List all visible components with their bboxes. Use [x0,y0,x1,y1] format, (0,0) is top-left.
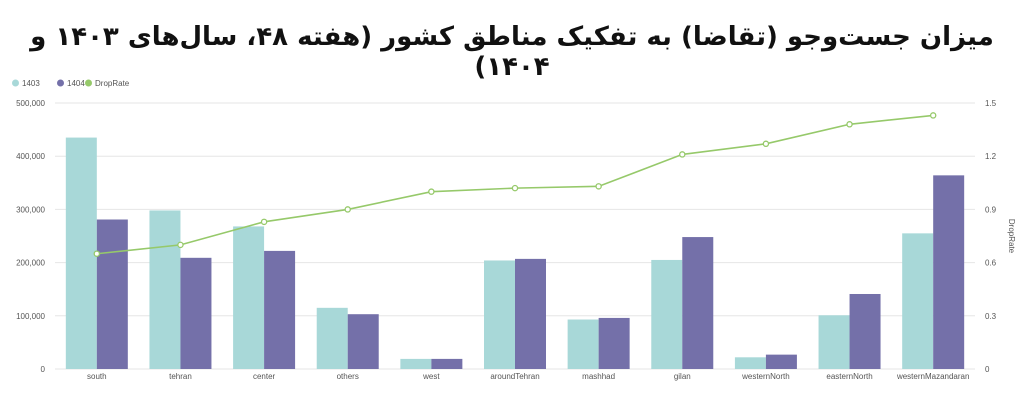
x-tick-label: westernNorth [741,372,790,381]
y-left-tick-label: 200,000 [16,259,45,268]
legend-label-1404: 1404 [67,79,85,88]
bar-1403-others [316,307,348,369]
x-tick-label: westernMazandaran [896,372,969,381]
y-right-tick-label: 0 [985,365,990,374]
y-right-tick-label: 0.9 [985,205,997,214]
y-left-tick-label: 400,000 [16,152,45,161]
point-DropRate-gilan [679,151,686,158]
line-DropRate [96,114,934,255]
bar-1403-westernNorth [734,357,766,369]
bar-1403-west [400,358,432,369]
bar-1404-west [431,358,463,369]
y-left-tick-label: 100,000 [16,312,45,321]
bar-1403-tehran [149,210,181,369]
bar-1403-south [65,137,97,369]
x-tick-label: aroundTehran [490,372,539,381]
point-DropRate-westernMazandaran [929,112,937,119]
bar-1404-westernMazandaran [933,175,965,369]
x-tick-label: south [87,372,107,381]
y-right-axis-title: DropRate [1007,219,1016,254]
bar-1403-westernMazandaran [902,233,934,369]
legend-label-1403: 1403 [22,79,40,88]
point-DropRate-others [344,206,351,213]
legend-label-DropRate: DropRate [95,79,130,88]
bar-1403-aroundTehran [484,260,515,369]
x-tick-label: mashhad [582,372,615,381]
y-right-tick-label: 0.6 [985,259,997,268]
point-DropRate-westernNorth [762,140,770,148]
bar-1404-others [347,314,379,369]
bar-1404-westernNorth [765,354,797,369]
bar-1404-gilan [682,237,714,369]
bar-1404-tehran [180,257,212,369]
legend-swatch-1403 [12,79,19,87]
bar-1403-easternNorth [818,315,850,369]
y-left-tick-label: 300,000 [16,205,45,214]
point-DropRate-easternNorth [846,121,853,128]
x-tick-label: easternNorth [826,372,872,381]
x-tick-label: west [422,372,440,381]
bar-1403-mashhad [567,319,599,369]
y-left-tick-label: 0 [41,365,46,374]
y-left-tick-label: 500,000 [16,99,45,108]
point-DropRate-aroundTehran [511,184,519,192]
bar-1404-aroundTehran [515,258,546,369]
point-DropRate-south [93,250,101,257]
bar-1404-mashhad [598,317,630,369]
bar-1403-gilan [651,259,683,369]
y-right-tick-label: 1.2 [985,152,997,161]
x-tick-label: center [253,372,276,381]
y-right-tick-label: 0.3 [985,312,997,321]
x-tick-label: others [337,372,359,381]
chart-title: میزان جست‌وجو (تقاضا) به تفکیک مناطق کشو… [30,22,994,82]
point-DropRate-center [260,218,268,226]
bar-1404-center [264,250,296,369]
point-DropRate-mashhad [595,183,602,190]
y-right-tick-label: 1.5 [985,99,997,108]
point-DropRate-west [428,188,435,195]
bar-1404-easternNorth [849,293,881,369]
x-tick-label: gilan [674,372,691,381]
legend-swatch-DropRate [85,79,92,87]
x-tick-label: tehran [169,372,192,381]
point-DropRate-tehran [177,241,184,249]
legend-swatch-1404 [57,79,64,87]
bar-1404-south [96,219,128,369]
bar-1403-center [233,226,265,369]
